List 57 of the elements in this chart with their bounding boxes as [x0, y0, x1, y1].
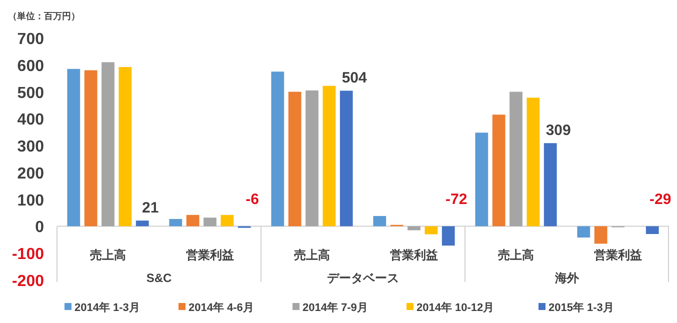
legend-label: 2014年 4-6月: [188, 301, 254, 314]
legend-label: 2014年 10-12月: [416, 301, 494, 314]
y-tick-label: 0: [35, 219, 44, 236]
bar: [646, 226, 659, 234]
y-tick-label: 700: [17, 31, 44, 48]
legend-label: 2015年 1-3月: [548, 301, 614, 314]
annotation: 海外: [554, 271, 580, 286]
bar: [186, 214, 200, 226]
bar: [220, 214, 234, 226]
annotation: S&C: [146, 271, 172, 286]
y-tick-label: 300: [17, 138, 44, 156]
x-tick-label: 営業利益: [186, 248, 234, 262]
legend-label: 2014年 7-9月: [302, 301, 368, 314]
bar: [118, 67, 132, 226]
data-label: 309: [546, 122, 571, 140]
bar: [544, 143, 557, 226]
y-tick-label: 200: [17, 165, 44, 182]
y-tick-label: 400: [17, 112, 44, 129]
bar: [577, 226, 590, 238]
bar: [288, 92, 302, 226]
data-label: -6: [246, 191, 260, 208]
x-tick-label: 売上高: [90, 248, 126, 262]
bar: [442, 226, 455, 246]
bar: [67, 68, 80, 226]
x-tick-label: 売上高: [294, 248, 330, 262]
bar: [84, 70, 98, 226]
y-tick-label: 100: [17, 192, 44, 210]
bar: [306, 90, 318, 226]
legend-label: 2014年 1-3月: [74, 301, 140, 314]
bar: [594, 226, 608, 244]
text: （単位：百万円）: [8, 11, 80, 21]
data-label: -72: [446, 191, 468, 208]
bar: [510, 92, 522, 226]
bar: [136, 220, 149, 226]
data-label: 21: [142, 200, 159, 217]
bar: [322, 86, 336, 226]
bar: [408, 226, 420, 230]
bar: [169, 218, 182, 226]
bar: [526, 98, 540, 226]
annotation: データベース: [327, 271, 399, 286]
bar: [424, 226, 438, 234]
y-tick-label: -100: [12, 246, 44, 264]
bar: [475, 132, 488, 226]
x-tick-label: 営業利益: [594, 248, 642, 262]
bar: [102, 62, 114, 226]
bar: [204, 218, 216, 226]
bar: [271, 72, 284, 226]
data-label: -29: [650, 191, 672, 208]
data-label: 504: [342, 70, 368, 87]
bar: [340, 90, 353, 226]
bar: [492, 114, 506, 226]
y-tick-label: 600: [17, 58, 44, 75]
x-tick-label: 売上高: [498, 248, 534, 262]
y-tick-label: 500: [17, 84, 44, 102]
y-tick-label: -200: [12, 273, 44, 290]
bar: [373, 216, 386, 226]
x-tick-label: 営業利益: [390, 248, 438, 262]
